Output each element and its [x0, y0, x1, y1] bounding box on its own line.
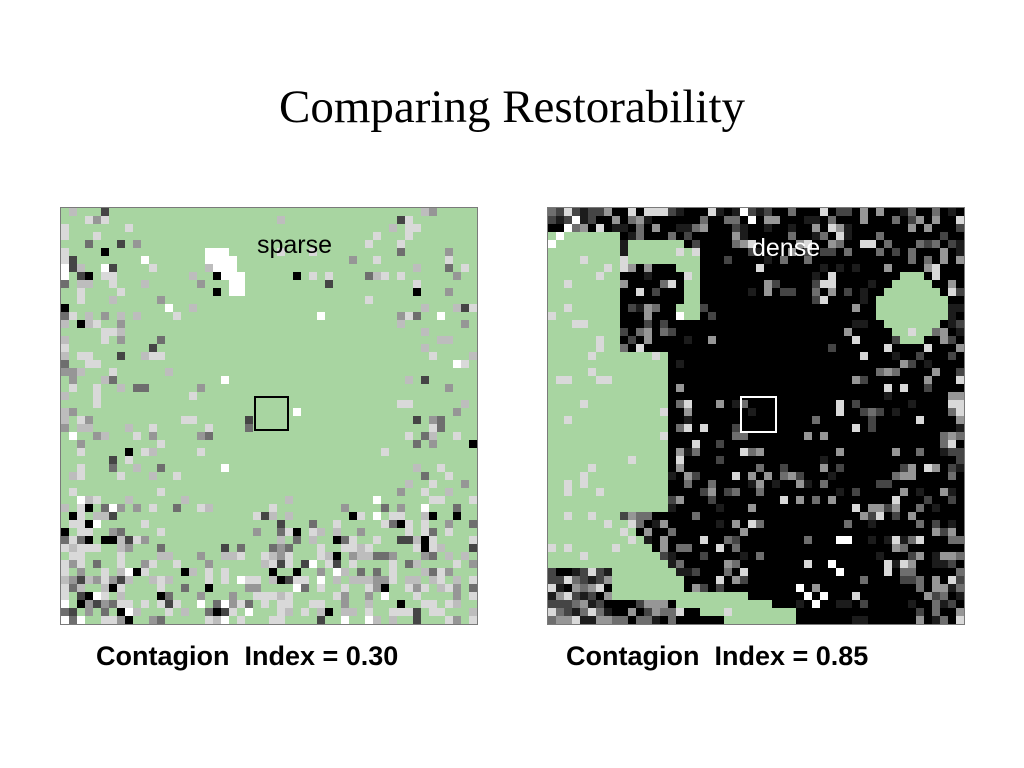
dense-map: dense [547, 207, 965, 625]
slide-title: Comparing Restorability [278, 81, 746, 133]
sparse-raster [61, 208, 477, 624]
raster-cells [548, 208, 964, 624]
sparse-label: sparse [257, 231, 333, 259]
focal-cell-marker [740, 396, 777, 433]
sparse-map: sparse [60, 207, 478, 625]
raster-cells [61, 208, 477, 624]
dense-label: dense [752, 234, 821, 262]
dense-raster [548, 208, 964, 624]
sparse-contagion-caption: Contagion Index = 0.30 [96, 641, 399, 671]
white-patches [548, 208, 852, 608]
focal-cell-marker [254, 396, 289, 431]
dense-contagion-caption: Contagion Index = 0.85 [566, 641, 869, 671]
